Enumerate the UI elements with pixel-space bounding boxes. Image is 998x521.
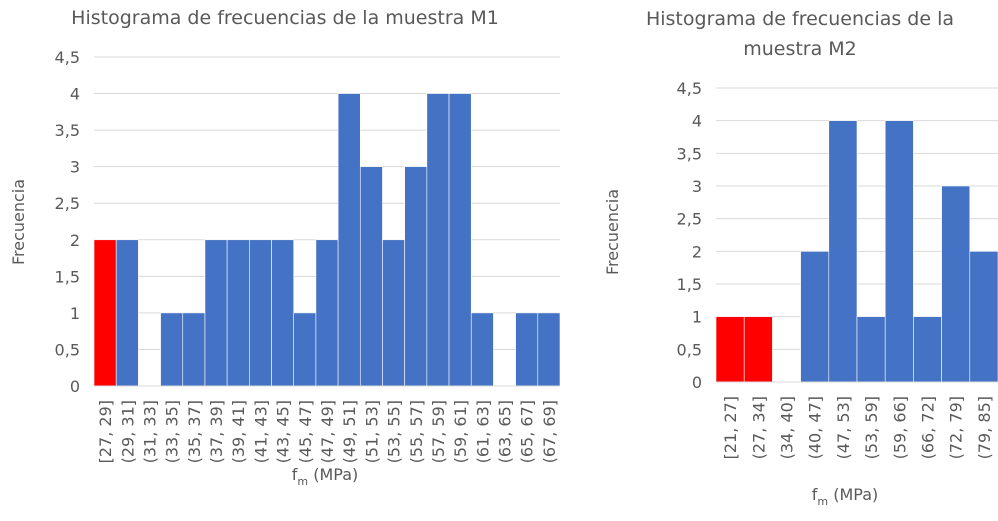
bar: [884, 120, 914, 383]
x-tick-label: [21, 27]: [721, 396, 740, 459]
x-tick-label: (59, 61]: [451, 400, 470, 463]
x-tick-label: (51, 53]: [362, 400, 381, 463]
bar: [941, 185, 971, 383]
x-tick-label: (37, 39]: [207, 400, 226, 463]
x-tick-label: (47, 49]: [318, 400, 337, 463]
bar: [226, 239, 250, 387]
x-axis-title-part: f: [812, 485, 818, 504]
chart-title: Histograma de frecuencias de la muestra …: [71, 7, 499, 29]
x-tick-label: (65, 67]: [518, 400, 537, 463]
bar: [115, 239, 139, 387]
y-tick-label: 2,5: [55, 194, 80, 213]
bar: [315, 239, 339, 387]
y-tick-label: 0: [70, 377, 80, 396]
x-tick-label: (53, 59]: [862, 396, 881, 459]
y-tick-label: 4,5: [55, 48, 80, 67]
bar: [426, 93, 450, 387]
y-tick-label: 3: [70, 158, 80, 177]
bar: [537, 312, 561, 387]
y-tick-label: 2: [70, 231, 80, 250]
y-tick-label: 1,5: [55, 267, 80, 286]
x-tick-label: (31, 33]: [140, 400, 159, 463]
bar: [293, 312, 317, 387]
x-tick-label: (27, 34]: [749, 396, 768, 459]
x-tick-label: (47, 53]: [834, 396, 853, 459]
y-tick-label: 1: [70, 304, 80, 323]
x-tick-label: (41, 43]: [251, 400, 270, 463]
bar: [856, 316, 886, 383]
y-tick-label: 3,5: [677, 144, 702, 163]
x-tick-label: (40, 47]: [806, 396, 825, 459]
bar: [249, 239, 272, 387]
x-tick-label: (57, 59]: [429, 400, 448, 463]
x-tick-label: (72, 79]: [947, 396, 966, 459]
bar: [515, 312, 539, 387]
y-tick-label: 3: [692, 177, 702, 196]
y-tick-label: 4: [692, 112, 702, 131]
x-tick-label: (39, 41]: [229, 400, 248, 463]
bar: [969, 251, 998, 383]
x-axis-title-part: (MPa): [828, 485, 878, 504]
x-tick-label: (29, 31]: [118, 400, 137, 463]
x-axis-title-part: f: [292, 465, 298, 484]
x-axis-title-sub: m: [297, 475, 308, 488]
x-tick-label: (53, 55]: [385, 400, 404, 463]
bar: [448, 93, 472, 387]
y-tick-label: 1: [692, 308, 702, 327]
bar: [359, 166, 383, 387]
bar: [182, 312, 206, 387]
bar: [93, 239, 117, 387]
y-tick-label: 4,5: [677, 79, 702, 98]
x-tick-label: (63, 65]: [496, 400, 515, 463]
bar: [404, 166, 428, 387]
chart-title: Histograma de frecuencias de la muestra …: [645, 8, 955, 60]
bar: [337, 93, 361, 387]
y-axis-title: Frecuencia: [9, 179, 28, 265]
bar: [913, 316, 942, 383]
bar: [743, 316, 773, 383]
x-tick-label: (45, 47]: [296, 400, 315, 463]
bar: [204, 239, 228, 387]
x-tick-label: [27, 29]: [96, 400, 115, 463]
x-axis-title-part: (MPa): [308, 465, 358, 484]
bar: [828, 120, 858, 383]
y-axis-title: Frecuencia: [603, 189, 622, 275]
x-tick-label: (34, 40]: [778, 396, 797, 459]
x-tick-label: (66, 72]: [919, 396, 938, 459]
y-tick-label: 2: [692, 242, 702, 261]
x-tick-label: (79, 85]: [975, 396, 994, 459]
x-tick-label: (67, 69]: [540, 400, 559, 463]
y-tick-label: 0,5: [677, 340, 702, 359]
y-tick-label: 2,5: [677, 210, 702, 229]
bar: [715, 316, 745, 383]
x-tick-label: (35, 37]: [185, 400, 204, 463]
x-tick-label: (49, 51]: [340, 400, 359, 463]
x-tick-label: (55, 57]: [407, 400, 426, 463]
x-axis-title-sub: m: [817, 495, 828, 508]
x-axis-title: fm (MPa): [292, 465, 358, 488]
bar: [271, 239, 295, 387]
bar: [382, 239, 405, 387]
x-tick-label: (61, 63]: [473, 400, 492, 463]
y-tick-label: 4: [70, 85, 80, 104]
x-tick-label: (33, 35]: [163, 400, 182, 463]
y-tick-label: 1,5: [677, 275, 702, 294]
bar: [800, 251, 830, 383]
x-tick-label: (59, 66]: [890, 396, 909, 459]
y-tick-label: 3,5: [55, 121, 80, 140]
x-tick-label: (43, 45]: [274, 400, 293, 463]
y-tick-label: 0: [692, 373, 702, 392]
bar: [470, 312, 494, 387]
y-tick-label: 0,5: [55, 340, 80, 359]
x-axis-title: fm (MPa): [812, 485, 878, 508]
bar: [160, 312, 184, 387]
